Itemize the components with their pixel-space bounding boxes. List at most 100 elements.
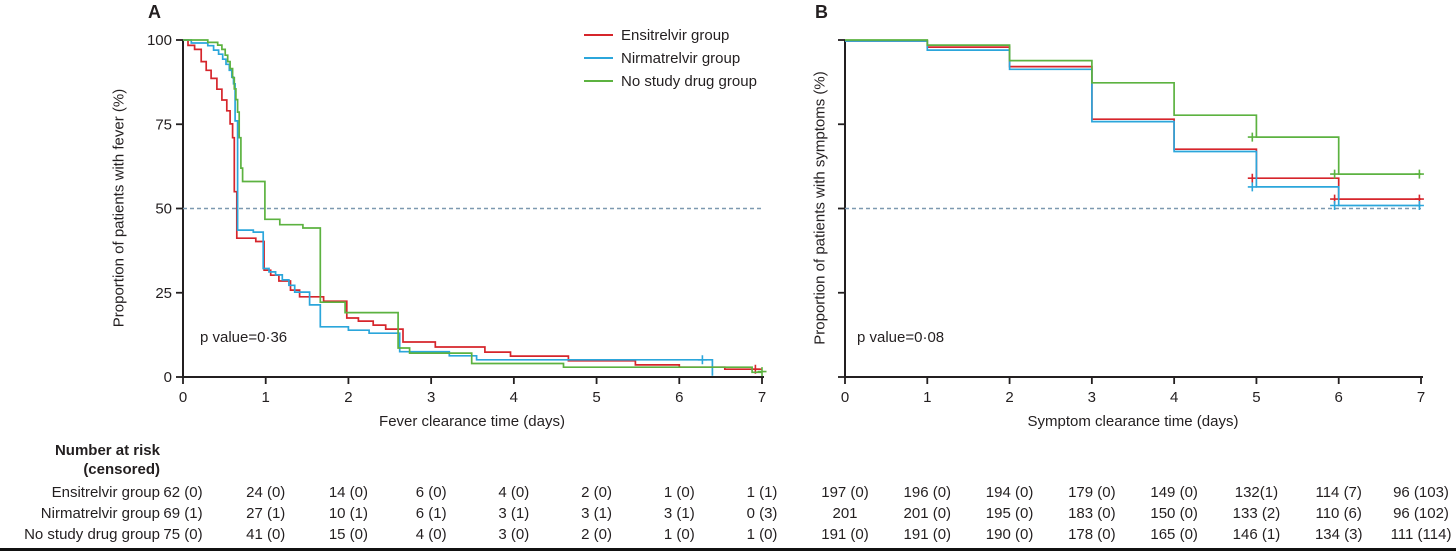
risk-cell-a: 3 (1) bbox=[581, 505, 612, 522]
km-curve-nirmatrelvir-group bbox=[845, 40, 1421, 207]
risk-cell-a: 14 (0) bbox=[328, 484, 369, 501]
y-tick-label: 25 bbox=[155, 285, 172, 302]
risk-cell-a: 10 (1) bbox=[328, 505, 369, 522]
km-curve-ensitrelvir-group bbox=[845, 40, 1421, 200]
risk-cell-a: 15 (0) bbox=[328, 526, 369, 543]
censor-mark-no-study-drug-group bbox=[757, 367, 767, 377]
x-tick-label: 7 bbox=[758, 389, 766, 406]
risk-cell-b: 197 (0) bbox=[821, 484, 869, 501]
risk-cell-b: 134 (3) bbox=[1314, 526, 1363, 543]
risk-cell-b: 96 (103) bbox=[1393, 484, 1449, 501]
censor-mark-nirmatrelvir-group bbox=[1414, 201, 1424, 210]
x-tick-label: 6 bbox=[1335, 389, 1343, 406]
risk-cell-b: 132(1) bbox=[1234, 484, 1279, 501]
censor-mark-nirmatrelvir-group bbox=[697, 355, 707, 365]
x-tick-label: 5 bbox=[1252, 389, 1260, 406]
risk-table-subtitle: (censored) bbox=[83, 461, 160, 478]
risk-cell-a: 1 (0) bbox=[663, 484, 695, 501]
x-tick-label: 2 bbox=[1005, 389, 1013, 406]
legend-line-ensitrelvir bbox=[584, 34, 613, 36]
risk-cell-a: 24 (0) bbox=[246, 484, 286, 501]
risk-cell-b: 190 (0) bbox=[985, 526, 1034, 543]
km-curve-no-study-drug-group bbox=[183, 39, 762, 374]
risk-cell-a: 4 (0) bbox=[415, 526, 447, 543]
legend-item-no-study-drug: No study drug group bbox=[584, 73, 757, 90]
risk-cell-a: 27 (1) bbox=[246, 505, 286, 522]
legend-line-no-study-drug bbox=[584, 80, 613, 82]
km-curve-ensitrelvir-group bbox=[183, 39, 762, 371]
risk-cell-a: 75 (0) bbox=[163, 526, 203, 543]
legend-item-nirmatrelvir: Nirmatrelvir group bbox=[584, 49, 757, 67]
censor-mark-no-study-drug-group bbox=[1414, 169, 1424, 179]
legend-label: Nirmatrelvir group bbox=[621, 49, 741, 67]
risk-cell-b: 110 (6) bbox=[1315, 505, 1362, 522]
y-tick-label: 50 bbox=[155, 201, 172, 218]
risk-cell-b: 196 (0) bbox=[903, 484, 952, 501]
risk-cell-a: 0 (3) bbox=[746, 505, 778, 522]
km-panel-A: 0 25 50 75 100 0 1 2 3 4 5 6 7 bbox=[147, 32, 767, 406]
x-tick-label: 4 bbox=[1170, 389, 1178, 406]
legend: Ensitrelvir group Nirmatrelvir group No … bbox=[584, 27, 757, 90]
x-tick-label: 7 bbox=[1417, 389, 1425, 406]
risk-cell-b: 201 bbox=[832, 505, 858, 522]
y-tick-label: 75 bbox=[155, 116, 172, 133]
risk-cell-b: 201 (0) bbox=[903, 505, 952, 522]
risk-cell-a: 4 (0) bbox=[498, 484, 530, 501]
risk-cell-a: 1 (0) bbox=[663, 526, 695, 543]
risk-cell-b: 178 (0) bbox=[1068, 526, 1116, 543]
km-curve-no-study-drug-group bbox=[845, 39, 1421, 175]
censor-mark-no-study-drug-group bbox=[1330, 169, 1340, 179]
censor-mark-nirmatrelvir-group bbox=[1330, 201, 1340, 210]
y-tick-label: 100 bbox=[147, 32, 172, 49]
x-tick-label: 0 bbox=[179, 389, 187, 406]
risk-cell-a: 69 (1) bbox=[163, 505, 203, 522]
risk-cell-a: 1 (1) bbox=[746, 484, 778, 501]
censor-mark-no-study-drug-group bbox=[1247, 132, 1257, 142]
panel-a-letter: A bbox=[148, 2, 161, 22]
risk-cell-b: 191 (0) bbox=[821, 526, 869, 543]
risk-cell-b: 195 (0) bbox=[985, 505, 1034, 522]
x-tick-label: 6 bbox=[675, 389, 683, 406]
x-tick-label: 4 bbox=[510, 389, 518, 406]
risk-cell-b: 183 (0) bbox=[1068, 505, 1116, 522]
risk-cell-b: 194 (0) bbox=[985, 484, 1034, 501]
km-chart-canvas: 0 25 50 75 100 0 1 2 3 4 5 6 7 0 1 2 3 4 5 6 7 bbox=[147, 32, 1425, 406]
censor-mark-nirmatrelvir-group bbox=[1247, 182, 1257, 192]
risk-cell-a: 41 (0) bbox=[246, 526, 286, 543]
x-tick-label: 0 bbox=[841, 389, 849, 406]
y-tick-label: 0 bbox=[164, 369, 172, 386]
legend-item-ensitrelvir: Ensitrelvir group bbox=[584, 27, 757, 44]
risk-cell-a: 6 (0) bbox=[415, 484, 447, 501]
legend-line-nirmatrelvir bbox=[584, 57, 613, 59]
panel-b-letter: B bbox=[815, 2, 828, 22]
risk-cell-a: 1 (0) bbox=[746, 526, 778, 543]
km-curve-nirmatrelvir-group bbox=[183, 39, 714, 376]
x-tick-label: 3 bbox=[1088, 389, 1096, 406]
risk-row-label-nirmatrelvir-group: Nirmatrelvir group bbox=[40, 505, 160, 522]
risk-cell-b: 165 (0) bbox=[1150, 526, 1198, 543]
risk-cell-b: 96 (102) bbox=[1393, 505, 1449, 522]
risk-cell-b: 114 (7) bbox=[1315, 484, 1362, 501]
risk-cell-a: 3 (0) bbox=[498, 526, 530, 543]
censor-mark-ensitrelvir-group bbox=[1247, 173, 1257, 183]
risk-cell-b: 133 (2) bbox=[1232, 505, 1281, 522]
risk-row-label-ensitrelvir-group: Ensitrelvir group bbox=[51, 484, 160, 501]
x-tick-label: 3 bbox=[427, 389, 435, 406]
risk-row-label-no-study-drug-group: No study drug group bbox=[24, 526, 160, 543]
panel-b-x-axis-title: Symptom clearance time (days) bbox=[1027, 413, 1239, 430]
risk-cell-b: 149 (0) bbox=[1150, 484, 1198, 501]
panel-b-p-value: p value=0·08 bbox=[857, 329, 945, 346]
risk-cell-a: 62 (0) bbox=[163, 484, 203, 501]
x-tick-label: 1 bbox=[923, 389, 931, 406]
km-panel-B: 0 1 2 3 4 5 6 7 bbox=[838, 39, 1425, 406]
risk-cell-a: 3 (1) bbox=[498, 505, 530, 522]
risk-cell-b: 111 (114) bbox=[1390, 526, 1452, 543]
x-tick-label: 5 bbox=[592, 389, 600, 406]
risk-cell-b: 191 (0) bbox=[903, 526, 952, 543]
panel-a-x-axis-title: Fever clearance time (days) bbox=[379, 413, 565, 430]
risk-cell-b: 179 (0) bbox=[1068, 484, 1116, 501]
risk-cell-a: 2 (0) bbox=[581, 484, 612, 501]
figure-bottom-rule bbox=[0, 548, 1456, 551]
